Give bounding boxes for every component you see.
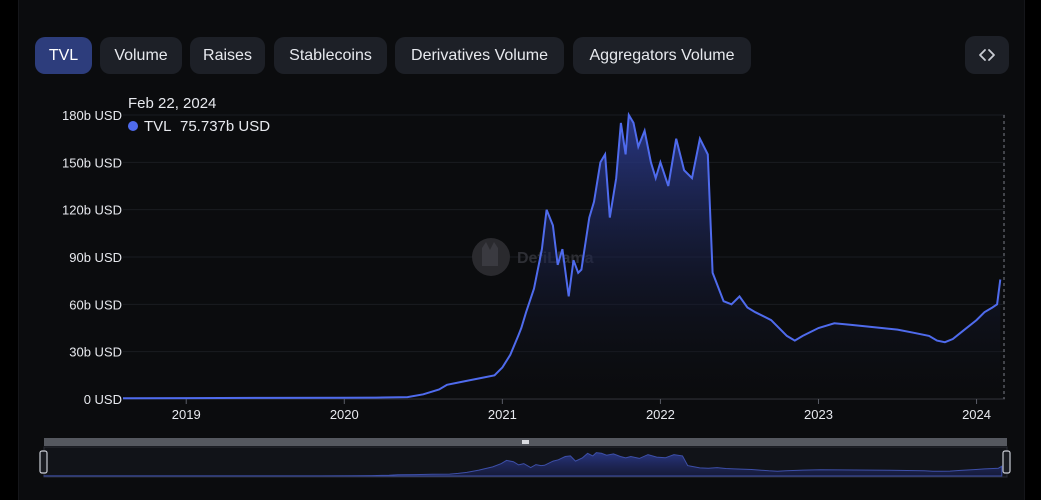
x-tick-label: 2020 <box>330 407 359 422</box>
y-tick-label: 120b USD <box>62 203 122 218</box>
tab-tvl[interactable]: TVL <box>35 37 92 74</box>
slider-grip-icon[interactable] <box>522 440 529 444</box>
y-tick-label: 150b USD <box>62 155 122 170</box>
y-tick-label: 30b USD <box>69 345 122 360</box>
tvl-area <box>123 115 1001 399</box>
x-tick-label: 2024 <box>962 407 991 422</box>
mini-tvl-area <box>43 452 1003 477</box>
range-slider[interactable] <box>39 438 1011 478</box>
llama-logo-icon <box>482 242 498 266</box>
y-tick-label: 90b USD <box>69 250 122 265</box>
tab-derivatives-volume[interactable]: Derivatives Volume <box>395 37 564 74</box>
tab-stablecoins[interactable]: Stablecoins <box>274 37 387 74</box>
y-tick-label: 0 USD <box>84 392 122 407</box>
tvl-line <box>122 111 1002 400</box>
tooltip-series: TVL <box>144 118 172 135</box>
embed-code-button[interactable] <box>965 36 1009 74</box>
slider-left-handle[interactable] <box>39 450 48 474</box>
tooltip-value: 75.737b USD <box>180 118 270 135</box>
x-tick-label: 2023 <box>804 407 833 422</box>
tab-raises[interactable]: Raises <box>190 37 265 74</box>
x-tick-label: 2019 <box>172 407 201 422</box>
slider-right-handle[interactable] <box>1002 450 1011 474</box>
tooltip-date: Feb 22, 2024 <box>128 95 216 112</box>
y-tick-label: 60b USD <box>69 297 122 312</box>
tooltip-marker <box>128 121 138 131</box>
y-tick-label: 180b USD <box>62 108 122 123</box>
chart-panel <box>18 0 1025 500</box>
tab-volume[interactable]: Volume <box>100 37 182 74</box>
x-tick-label: 2021 <box>488 407 517 422</box>
tab-aggregators-volume[interactable]: Aggregators Volume <box>573 37 751 74</box>
tooltip: Feb 22, 2024 TVL 75.737b USD <box>128 95 270 135</box>
x-tick-label: 2022 <box>646 407 675 422</box>
code-brackets-icon <box>979 49 995 61</box>
